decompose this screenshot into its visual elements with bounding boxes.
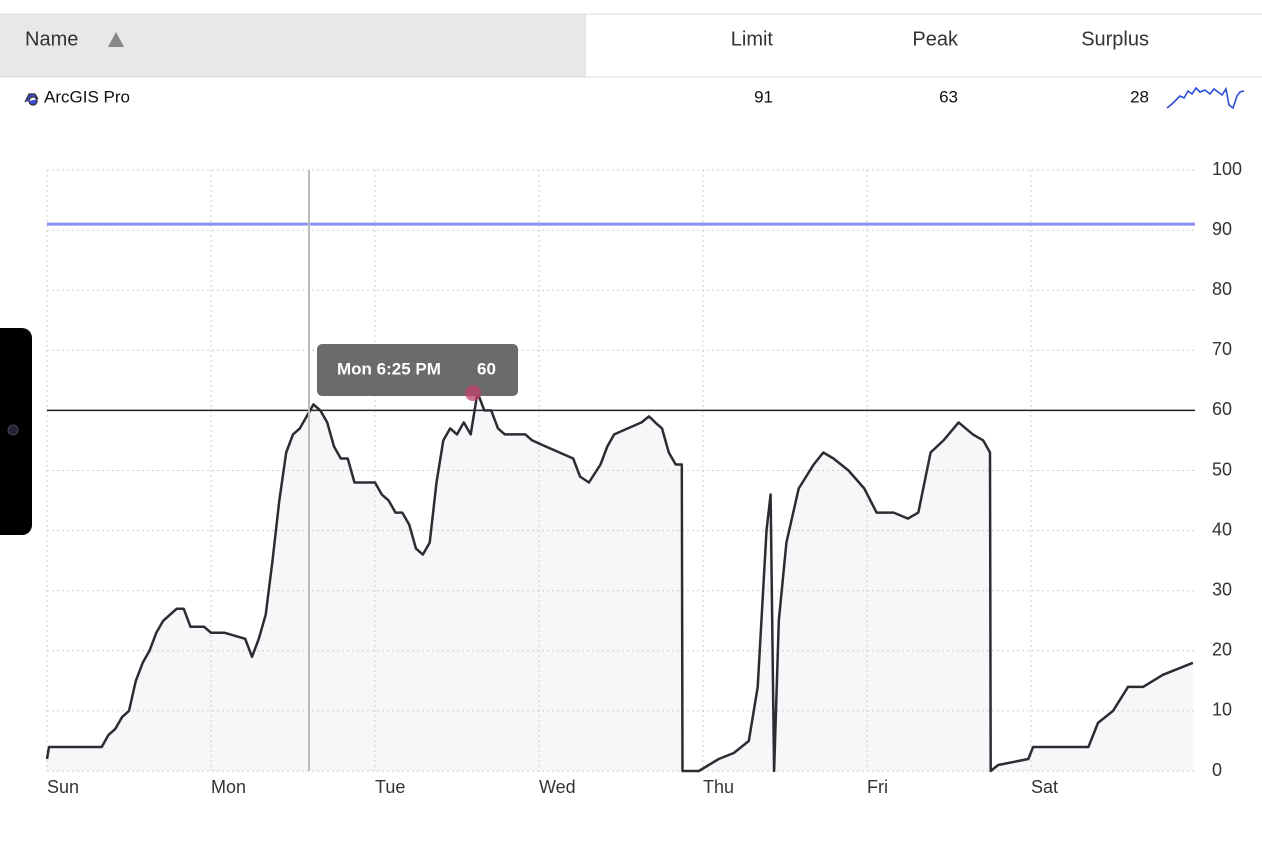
row-cell: 91 xyxy=(754,87,773,106)
y-tick-label: 0 xyxy=(1212,760,1222,780)
y-tick-label: 80 xyxy=(1212,279,1232,299)
x-tick-label: Sat xyxy=(1031,777,1058,797)
y-tick-label: 10 xyxy=(1212,700,1232,720)
row-name[interactable]: ArcGIS Pro xyxy=(44,87,130,106)
app-icon xyxy=(24,93,39,106)
y-tick-label: 40 xyxy=(1212,519,1232,539)
area-fill xyxy=(47,392,1193,771)
sort-arrow[interactable] xyxy=(108,32,124,47)
tooltip-label: Mon 6:25 PM xyxy=(337,359,441,378)
x-tick-label: Mon xyxy=(211,777,246,797)
tooltip xyxy=(317,344,518,396)
header-band xyxy=(0,14,586,77)
chart: 0 10 20 30 40 50 60 70 80 90 100 Sun Mon Tue Wed Thu Fri… xyxy=(45,159,1242,797)
row-cell: 63 xyxy=(939,87,958,106)
column-header[interactable]: Name xyxy=(25,28,78,50)
column-header[interactable]: Limit xyxy=(731,28,774,50)
x-tick-label: Sun xyxy=(47,777,79,797)
y-tick-label: 90 xyxy=(1212,219,1232,239)
column-header[interactable]: Peak xyxy=(912,28,959,50)
x-tick-label: Wed xyxy=(539,777,576,797)
row-cell: 28 xyxy=(1130,87,1149,106)
y-tick-label: 50 xyxy=(1212,459,1232,479)
x-tick-label: Thu xyxy=(703,777,734,797)
hover-dot xyxy=(465,385,481,401)
y-tick-label: 20 xyxy=(1212,640,1232,660)
x-tick-label: Fri xyxy=(867,777,888,797)
y-tick-label: 30 xyxy=(1212,579,1232,599)
sparkline xyxy=(1166,86,1245,110)
y-tick-label: 70 xyxy=(1212,339,1232,359)
y-tick-label: 100 xyxy=(1212,159,1242,179)
series-line xyxy=(45,391,1194,773)
y-tick-label: 60 xyxy=(1212,399,1232,419)
camera xyxy=(7,424,19,436)
column-header[interactable]: Surplus xyxy=(1081,28,1149,50)
x-tick-label: Tue xyxy=(375,777,405,797)
tooltip-value: 60 xyxy=(477,359,496,378)
